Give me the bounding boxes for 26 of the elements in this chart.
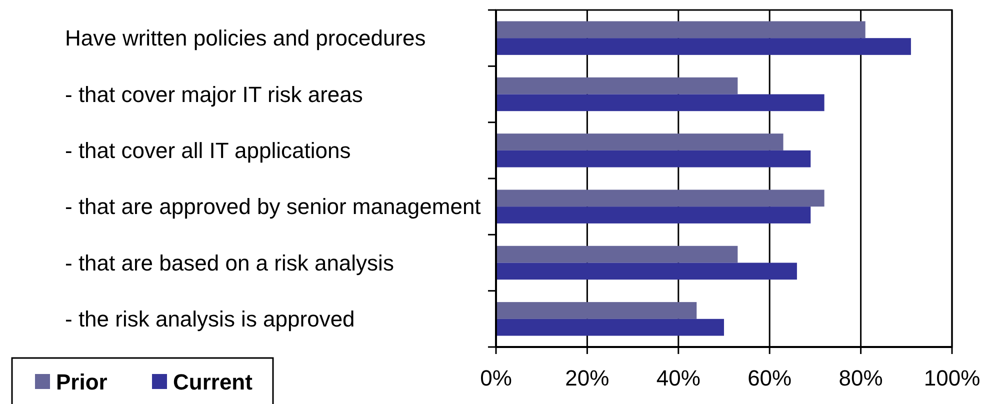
x-tick-label: 60% [748, 366, 792, 390]
legend-label: Prior [56, 370, 108, 394]
bar [496, 94, 824, 112]
bar [496, 302, 697, 319]
bar [496, 190, 824, 207]
bar [496, 134, 784, 150]
bar [496, 318, 724, 336]
x-tick-label: 80% [838, 366, 883, 390]
y-tick-label: - that cover major IT risk areas [65, 82, 363, 107]
x-tick-label: 20% [565, 366, 610, 390]
y-tick-label: - that are approved by senior management [65, 194, 481, 220]
x-tick-label: 40% [656, 366, 700, 390]
bar [496, 38, 911, 55]
bar [496, 21, 866, 38]
x-tick-label: 100% [924, 366, 980, 390]
bar [496, 206, 811, 224]
bar [496, 150, 811, 168]
y-tick-label: Have written policies and procedures [65, 26, 426, 51]
bar [496, 246, 738, 263]
legend-label: Current [173, 370, 254, 394]
y-tick-label: - that are based on a risk analysis [65, 250, 394, 276]
y-tick-label: - that cover all IT applications [65, 138, 351, 163]
bar [496, 262, 797, 280]
x-tick-label: 0% [480, 366, 512, 390]
bar [496, 77, 738, 94]
y-tick-label: - the risk analysis is approved [65, 306, 355, 332]
